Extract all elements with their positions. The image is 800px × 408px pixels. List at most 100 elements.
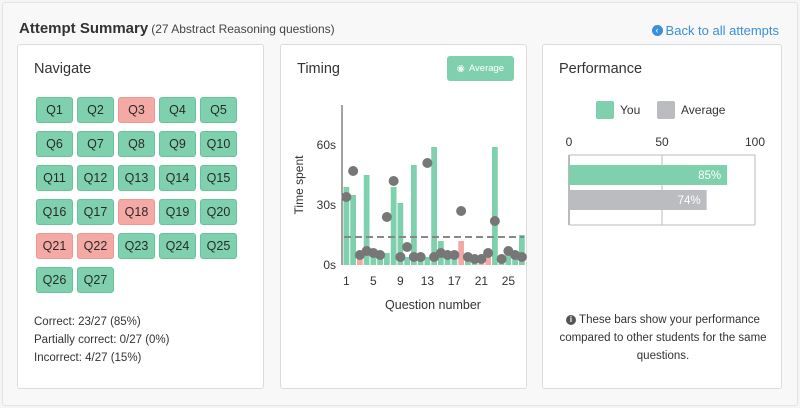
question-button-q27[interactable]: Q27 [77, 267, 114, 293]
x-tick-label: 9 [397, 274, 404, 288]
average-time-point [388, 176, 399, 186]
question-button-q16[interactable]: Q16 [36, 199, 73, 225]
average-time-point [395, 252, 406, 262]
average-time-point [375, 250, 386, 260]
y-tick-label: 0s [323, 258, 336, 272]
timing-bar [411, 165, 417, 265]
legend-swatch-you [596, 101, 614, 119]
x-tick-label: 5 [370, 274, 377, 288]
x-tick-label: 25 [502, 274, 516, 288]
question-button-q8[interactable]: Q8 [118, 131, 155, 157]
arrow-circle-left-icon: ‹ [651, 25, 663, 36]
timing-bar [404, 257, 410, 265]
x-tick-label: 21 [475, 274, 489, 288]
question-button-q10[interactable]: Q10 [200, 131, 237, 157]
performance-note: i These bars show your performance compa… [555, 311, 771, 365]
question-button-q12[interactable]: Q12 [77, 165, 114, 191]
question-button-q2[interactable]: Q2 [77, 97, 114, 123]
y-axis-label: Time spent [292, 155, 306, 215]
eye-icon: ◉ [456, 63, 465, 73]
average-time-point [483, 248, 494, 258]
question-button-q7[interactable]: Q7 [77, 131, 114, 157]
average-time-point [402, 242, 413, 252]
page-title: Attempt Summary (27 Abstract Reasoning qu… [19, 20, 335, 37]
perf-tick-label: 50 [655, 135, 669, 149]
question-button-q13[interactable]: Q13 [118, 165, 155, 191]
average-time-point [496, 254, 507, 264]
timing-bar [390, 187, 397, 265]
question-button-q3[interactable]: Q3 [118, 97, 155, 123]
results-stats: Correct: 23/27 (85%) Partially correct: … [34, 313, 170, 367]
question-button-q11[interactable]: Q11 [36, 165, 73, 191]
performance-chart: 0 50 100 85% 74% [566, 135, 765, 226]
timing-bar [485, 253, 491, 265]
timing-bar [384, 253, 390, 265]
question-button-q9[interactable]: Q9 [159, 131, 196, 157]
legend-label-average: Average [681, 103, 726, 117]
question-button-q4[interactable]: Q4 [159, 97, 196, 123]
average-time-point [341, 192, 352, 202]
question-button-q15[interactable]: Q15 [200, 165, 237, 191]
average-time-point [381, 212, 392, 222]
question-button-q25[interactable]: Q25 [200, 233, 237, 259]
question-button-q20[interactable]: Q20 [200, 199, 237, 225]
perf-bar-label: 85% [698, 170, 721, 182]
page-subtitle: (27 Abstract Reasoning questions) [151, 22, 335, 36]
stat-correct: Correct: 23/27 (85%) [34, 316, 141, 328]
y-tick-label: 30s [317, 198, 336, 212]
timing-bar [519, 235, 525, 265]
question-button-q14[interactable]: Q14 [159, 165, 196, 191]
legend-item-average: Average [657, 101, 725, 119]
question-button-q22[interactable]: Q22 [77, 233, 114, 259]
navigate-panel: Navigate Q1 Q2 Q3 Q4 Q5 Q6 Q7 Q8 Q9 Q10 Q11 Q12 Q13 Q… [17, 44, 264, 389]
timing-bar [431, 147, 437, 265]
x-tick-label: 1 [343, 274, 350, 288]
timing-bar [458, 241, 464, 265]
perf-tick-label: 0 [566, 135, 573, 149]
timing-panel: 0s 30s 60s Time spent 1 5 9 13 17 21 25 Question nu… [280, 44, 527, 389]
average-time-point [516, 252, 527, 262]
average-button-label: Average [468, 63, 505, 74]
perf-bar-you [569, 165, 728, 185]
x-axis-label: Question number [385, 298, 481, 312]
y-tick-label: 60s [317, 138, 336, 152]
perf-tick-label: 100 [745, 135, 765, 149]
average-toggle-button[interactable]: ◉ Average [447, 56, 514, 81]
question-button-q23[interactable]: Q23 [118, 233, 155, 259]
question-button-q5[interactable]: Q5 [200, 97, 237, 123]
legend-swatch-average [657, 101, 675, 119]
timing-bar [343, 187, 350, 265]
question-button-q21[interactable]: Q21 [36, 233, 73, 259]
performance-title: Performance [559, 61, 643, 77]
timing-bar [505, 249, 512, 265]
timing-chart: 0s 30s 60s Time spent 1 5 9 13 17 21 25 Question nu… [292, 105, 527, 312]
timing-bar [424, 257, 431, 265]
x-tick-label: 13 [421, 274, 435, 288]
performance-panel: 0 50 100 85% 74% Performance You Average i T… [542, 44, 782, 389]
question-button-q17[interactable]: Q17 [77, 199, 114, 225]
average-time-point [489, 216, 500, 226]
question-button-q18[interactable]: Q18 [118, 199, 155, 225]
average-time-point [449, 250, 460, 260]
perf-bar-label: 74% [678, 195, 701, 207]
question-button-q1[interactable]: Q1 [36, 97, 73, 123]
question-button-q19[interactable]: Q19 [159, 199, 196, 225]
average-time-point [476, 254, 487, 264]
average-time-point [415, 252, 426, 262]
timing-bar [363, 175, 370, 265]
page-title-text: Attempt Summary [19, 20, 149, 37]
x-tick-label: 17 [448, 274, 462, 288]
navigate-title: Navigate [34, 61, 92, 77]
average-time-point [348, 166, 359, 176]
timing-bar [397, 203, 404, 265]
legend-label-you: You [620, 103, 641, 117]
average-time-point [422, 158, 433, 168]
perf-bar-average [569, 190, 707, 210]
legend-item-you: You [596, 101, 640, 119]
back-link-label: Back to all attempts [665, 23, 779, 38]
question-button-q6[interactable]: Q6 [36, 131, 73, 157]
question-button-q24[interactable]: Q24 [159, 233, 196, 259]
question-button-q26[interactable]: Q26 [36, 267, 73, 293]
timing-bar [370, 253, 377, 265]
back-to-attempts-link[interactable]: ‹ Back to all attempts [651, 23, 779, 38]
